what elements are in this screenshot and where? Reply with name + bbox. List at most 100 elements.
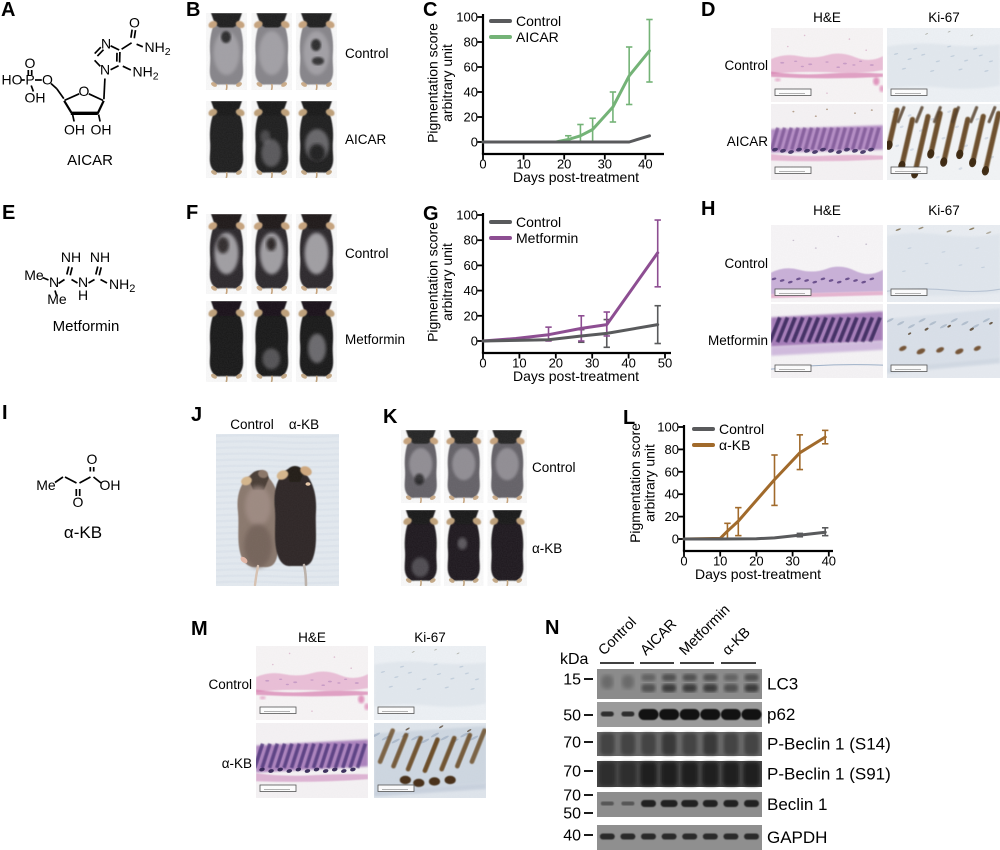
svg-text:70: 70 [563,735,581,752]
svg-text:P-Beclin 1 (S91): P-Beclin 1 (S91) [767,765,891,784]
svg-text:N: N [78,274,88,290]
svg-text:40: 40 [464,85,478,100]
svg-text:N: N [101,36,111,52]
svg-text:O: O [79,83,90,99]
svg-text:AICAR: AICAR [345,132,387,147]
svg-text:OH: OH [64,122,85,138]
svg-text:Control: Control [230,417,274,432]
svg-text:Control: Control [345,46,389,61]
svg-text:Days post-treatment: Days post-treatment [513,169,639,185]
svg-text:Days post-treatment: Days post-treatment [513,368,639,384]
svg-text:HO: HO [2,72,23,88]
svg-text:OH: OH [100,477,121,493]
svg-text:20: 20 [665,509,679,524]
svg-text:40: 40 [822,554,836,569]
svg-text:10: 10 [512,356,526,371]
svg-text:Control: Control [719,421,764,437]
svg-text:Metformin: Metformin [708,333,768,348]
svg-text:OH: OH [91,122,112,138]
svg-text:O: O [87,451,98,467]
svg-text:40: 40 [621,356,635,371]
svg-text:NH2: NH2 [109,276,135,295]
svg-text:Control: Control [345,246,389,261]
svg-text:N: N [545,617,559,639]
svg-text:Control: Control [724,256,768,271]
svg-text:Control: Control [532,460,576,475]
svg-text:AICAR: AICAR [727,134,769,149]
svg-text:20: 20 [557,157,571,172]
svg-text:arbitrary unit: arbitrary unit [642,444,658,522]
svg-text:N: N [100,62,110,78]
svg-text:H&E: H&E [298,630,326,645]
svg-text:Ki-67: Ki-67 [928,203,960,218]
svg-text:50: 50 [658,356,672,371]
svg-text:Metformin: Metformin [516,230,578,246]
svg-text:LC3: LC3 [767,675,798,694]
svg-text:100: 100 [657,420,679,435]
svg-text:0: 0 [471,135,478,150]
svg-text:50: 50 [563,806,581,823]
svg-text:α-KB: α-KB [719,437,750,453]
svg-text:Control: Control [516,214,561,230]
svg-text:50: 50 [563,708,581,725]
svg-text:OH: OH [25,90,46,106]
svg-text:P: P [25,72,34,88]
svg-text:NH2: NH2 [145,39,171,58]
svg-text:Me: Me [47,291,67,307]
svg-text:M: M [191,618,208,640]
svg-text:0: 0 [672,532,679,547]
svg-text:F: F [186,202,198,224]
svg-text:L: L [623,407,635,429]
svg-text:20: 20 [749,554,763,569]
svg-text:K: K [383,406,398,428]
svg-text:60: 60 [665,464,679,479]
svg-text:P-Beclin 1 (S14): P-Beclin 1 (S14) [767,735,891,754]
svg-text:G: G [423,203,439,225]
svg-text:20: 20 [464,308,478,323]
svg-text:40: 40 [638,157,652,172]
svg-text:O: O [25,55,36,71]
svg-text:GAPDH: GAPDH [767,828,827,847]
svg-text:10: 10 [516,157,530,172]
svg-text:20: 20 [549,356,563,371]
svg-text:0: 0 [479,157,486,172]
svg-text:80: 80 [464,35,478,50]
svg-text:20: 20 [464,110,478,125]
svg-text:10: 10 [713,554,727,569]
svg-text:α-KB: α-KB [289,417,319,432]
svg-text:Ki-67: Ki-67 [928,10,960,25]
svg-text:O: O [129,15,140,31]
svg-text:Metformin: Metformin [53,318,120,335]
svg-text:30: 30 [585,356,599,371]
svg-text:Me: Me [36,477,56,493]
svg-text:Control: Control [724,58,768,73]
svg-text:O: O [42,72,53,88]
svg-text:kDa: kDa [560,651,589,668]
svg-text:40: 40 [464,283,478,298]
svg-text:0: 0 [680,554,687,569]
svg-text:Me: Me [24,267,44,283]
svg-text:NH: NH [90,249,110,265]
svg-text:0: 0 [471,334,478,349]
svg-text:60: 60 [464,258,478,273]
svg-text:30: 30 [598,157,612,172]
svg-text:N: N [49,274,59,290]
svg-text:Control: Control [208,677,252,692]
svg-text:H: H [701,198,715,220]
svg-text:I: I [2,402,8,424]
svg-text:NH: NH [61,249,81,265]
svg-text:30: 30 [785,554,799,569]
svg-text:NH2: NH2 [133,64,159,83]
svg-text:arbitrary unit: arbitrary unit [439,243,455,321]
svg-text:Pigmentation score: Pigmentation score [627,423,643,543]
svg-text:70: 70 [563,764,581,781]
svg-text:0: 0 [479,356,486,371]
svg-text:H&E: H&E [813,10,841,25]
svg-text:60: 60 [464,60,478,75]
svg-text:α-KB: α-KB [532,541,562,556]
svg-text:D: D [701,0,715,21]
svg-text:arbitrary unit: arbitrary unit [439,44,455,122]
svg-text:AICAR: AICAR [67,152,113,169]
svg-text:C: C [423,0,437,21]
svg-text:70: 70 [563,788,581,805]
